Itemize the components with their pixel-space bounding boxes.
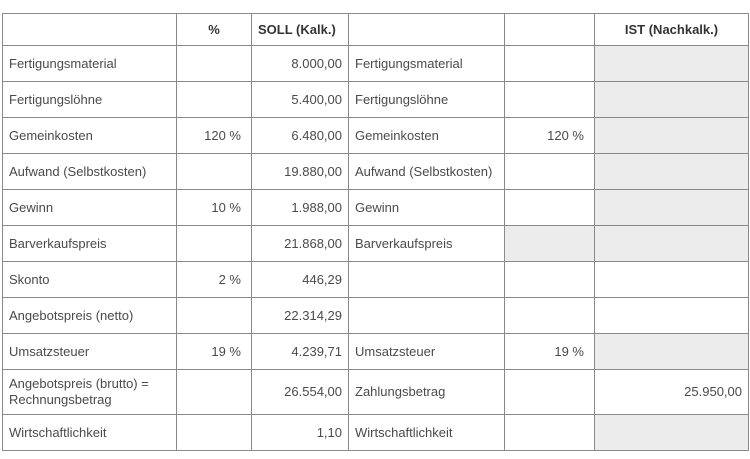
- table-cell: Barverkaufspreis: [2, 225, 177, 262]
- table-row: Umsatzsteuer 19 % 4.239,71 Umsatzsteuer 19 %: [2, 333, 749, 370]
- table-cell: Wirtschaftlichkeit: [348, 414, 505, 451]
- header-cell: [504, 13, 595, 46]
- table-cell: [504, 414, 595, 451]
- header-row: % SOLL (Kalk.) IST (Nachkalk.): [2, 13, 749, 46]
- table-cell: 120 %: [504, 117, 595, 154]
- table-row: Skonto 2 % 446,29: [2, 261, 749, 298]
- table-cell: [504, 45, 595, 82]
- table-cell: 6.480,00: [251, 117, 349, 154]
- table-cell: [348, 261, 505, 298]
- table-cell: [504, 189, 595, 226]
- table-cell: [176, 225, 252, 262]
- table-cell: [176, 45, 252, 82]
- table-cell: Aufwand (Selbstkosten): [348, 153, 505, 190]
- table-cell: Umsatzsteuer: [348, 333, 505, 370]
- table-body: % SOLL (Kalk.) IST (Nachkalk.) Fertigung…: [2, 13, 749, 451]
- table-cell: [594, 45, 749, 82]
- table-cell: [504, 153, 595, 190]
- header-cell: %: [176, 13, 252, 46]
- table-cell: Barverkaufspreis: [348, 225, 505, 262]
- table-wrapper: % SOLL (Kalk.) IST (Nachkalk.) Fertigung…: [2, 13, 749, 451]
- table-cell: [348, 297, 505, 334]
- table-cell: Fertigungslöhne: [348, 81, 505, 118]
- table-row: Wirtschaftlichkeit 1,10 Wirtschaftlichkeit: [2, 414, 749, 451]
- table-cell: Gemeinkosten: [2, 117, 177, 154]
- table-cell: Fertigungsmaterial: [2, 45, 177, 82]
- table-cell: Angebotspreis (brutto) = Rechnungsbetrag: [2, 369, 177, 415]
- calculation-table: % SOLL (Kalk.) IST (Nachkalk.) Fertigung…: [2, 13, 749, 451]
- table-cell: [594, 189, 749, 226]
- table-cell: 1.988,00: [251, 189, 349, 226]
- table-cell: 22.314,29: [251, 297, 349, 334]
- table-cell: [504, 81, 595, 118]
- table-cell: 19 %: [176, 333, 252, 370]
- table-cell: [504, 297, 595, 334]
- table-cell: [594, 333, 749, 370]
- table-cell: [594, 81, 749, 118]
- table-cell: Fertigungslöhne: [2, 81, 177, 118]
- table-row: Angebotspreis (netto) 22.314,29: [2, 297, 749, 334]
- table-cell: 1,10: [251, 414, 349, 451]
- table-cell: Zahlungsbetrag: [348, 369, 505, 415]
- table-cell: Gewinn: [348, 189, 505, 226]
- table-row: Gewinn 10 % 1.988,00 Gewinn: [2, 189, 749, 226]
- table-cell: Skonto: [2, 261, 177, 298]
- table-cell: Angebotspreis (netto): [2, 297, 177, 334]
- table-row: Fertigungsmaterial 8.000,00 Fertigungsmate…: [2, 45, 749, 82]
- table-cell: Fertigungsmaterial: [348, 45, 505, 82]
- table-cell: Umsatzsteuer: [2, 333, 177, 370]
- table-cell: [504, 225, 595, 262]
- table-row: Barverkaufspreis 21.868,00 Barverkaufsprei…: [2, 225, 749, 262]
- table-cell: Gemeinkosten: [348, 117, 505, 154]
- table-row: Fertigungslöhne 5.400,00 Fertigungslöhne: [2, 81, 749, 118]
- table-cell: [176, 414, 252, 451]
- table-cell: [176, 297, 252, 334]
- table-cell: 10 %: [176, 189, 252, 226]
- table-row: Angebotspreis (brutto) = Rechnungsbetrag…: [2, 369, 749, 415]
- table-cell: 8.000,00: [251, 45, 349, 82]
- header-cell: [2, 13, 177, 46]
- table-cell: 19 %: [504, 333, 595, 370]
- table-row: Aufwand (Selbstkosten) 19.880,00 Aufwand (…: [2, 153, 749, 190]
- table-cell: [176, 369, 252, 415]
- header-cell: SOLL (Kalk.): [251, 13, 349, 46]
- table-cell: [176, 81, 252, 118]
- table-cell: 4.239,71: [251, 333, 349, 370]
- table-cell: 25.950,00: [594, 369, 749, 415]
- table-cell: [594, 225, 749, 262]
- table-cell: [594, 414, 749, 451]
- table-cell: 446,29: [251, 261, 349, 298]
- table-cell: [594, 153, 749, 190]
- table-cell: 120 %: [176, 117, 252, 154]
- table-cell: 21.868,00: [251, 225, 349, 262]
- table-cell: Gewinn: [2, 189, 177, 226]
- table-cell: 5.400,00: [251, 81, 349, 118]
- table-cell: Wirtschaftlichkeit: [2, 414, 177, 451]
- table-cell: [594, 117, 749, 154]
- table-row: Gemeinkosten 120 % 6.480,00 Gemeinkosten 120…: [2, 117, 749, 154]
- table-cell: [594, 261, 749, 298]
- table-cell: [504, 369, 595, 415]
- table-cell: [176, 153, 252, 190]
- table-cell: 2 %: [176, 261, 252, 298]
- table-cell: [504, 261, 595, 298]
- table-cell: [594, 297, 749, 334]
- table-cell: 19.880,00: [251, 153, 349, 190]
- header-cell: IST (Nachkalk.): [594, 13, 749, 46]
- table-cell: Aufwand (Selbstkosten): [2, 153, 177, 190]
- header-cell: [348, 13, 505, 46]
- table-cell: 26.554,00: [251, 369, 349, 415]
